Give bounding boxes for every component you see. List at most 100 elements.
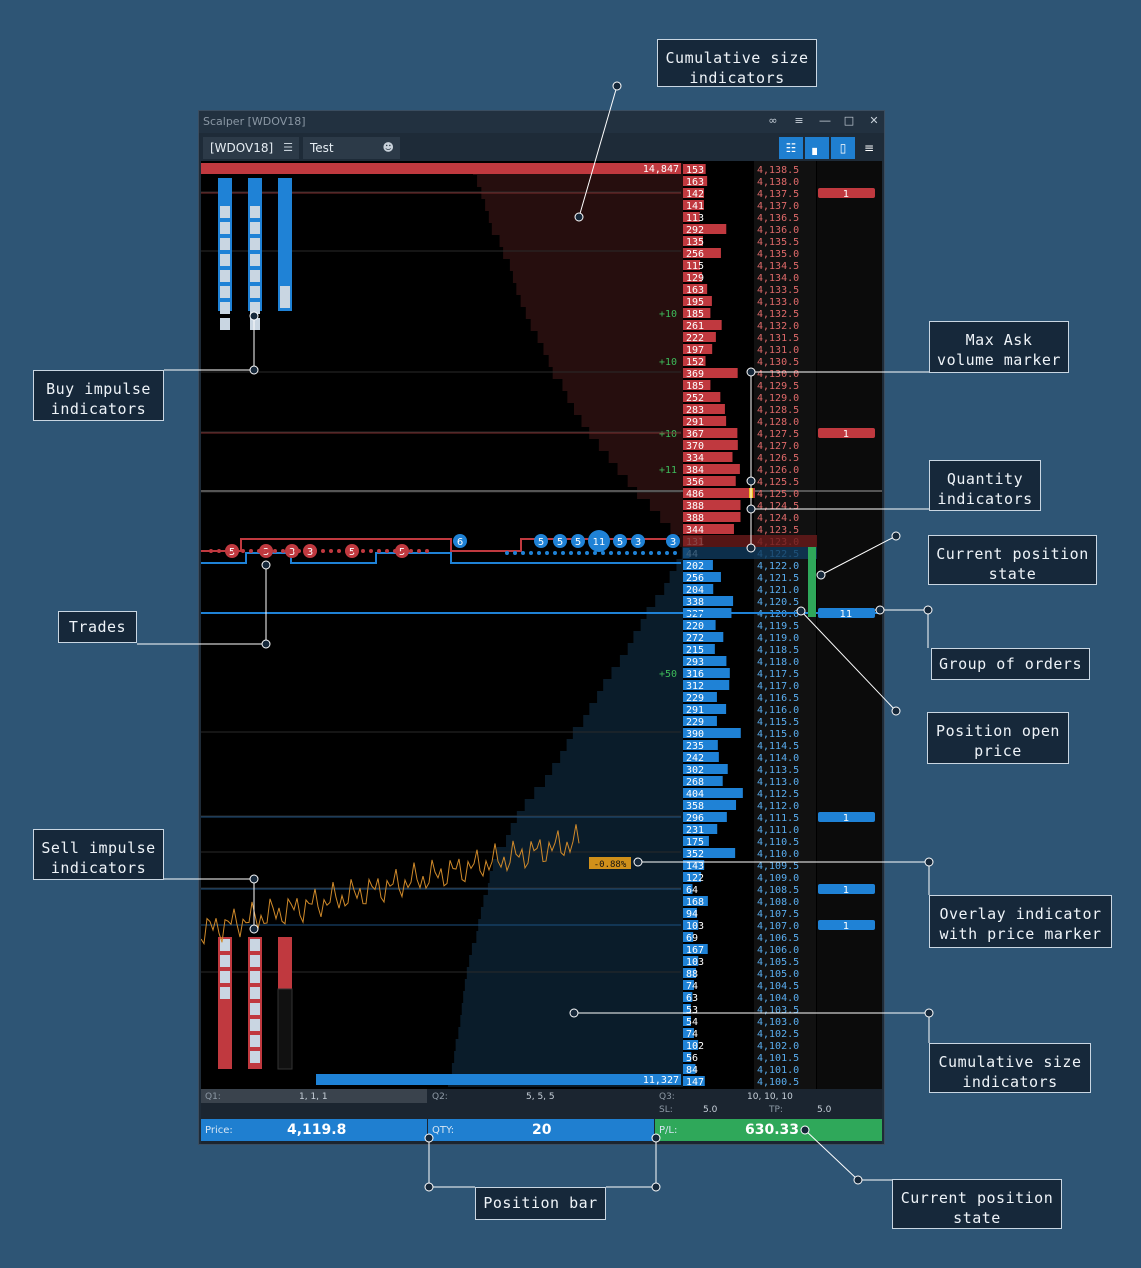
order-qty: 1: [843, 189, 849, 200]
price-label: 4,125.0: [757, 489, 799, 500]
volume-bar: [683, 800, 737, 810]
price-label: 4,119.5: [757, 621, 799, 632]
volume-label: 334: [686, 453, 704, 464]
close-icon[interactable]: ✕: [869, 114, 879, 127]
symbol-selector[interactable]: [WDOV18] ☰: [203, 137, 299, 159]
volume-label: 103: [686, 957, 704, 968]
menu-icon[interactable]: ≡: [794, 114, 804, 127]
trade-circle: [588, 530, 610, 552]
trade-dot: [233, 549, 237, 553]
volume-bar: [683, 476, 736, 486]
volume-label: 103: [686, 921, 704, 932]
price-label: 4,132.5: [757, 309, 799, 320]
maximize-icon[interactable]: □: [843, 114, 855, 127]
trade-dot: [313, 549, 317, 553]
tp-value[interactable]: 5.0: [817, 1105, 832, 1115]
volume-bar: [683, 380, 711, 390]
account-selector[interactable]: Test ☻: [303, 137, 400, 159]
volume-bar: [683, 752, 719, 762]
price-box[interactable]: Price: 4,119.8: [201, 1119, 427, 1141]
volume-bar: [683, 308, 711, 318]
price-label: 4,103.0: [757, 1017, 799, 1028]
trade-dot: [297, 549, 301, 553]
volume-bar: [683, 296, 712, 306]
volume-bar: [683, 248, 721, 258]
volume-label: 84: [686, 1065, 698, 1076]
volume-bar: [683, 728, 741, 738]
buy-impulse-cell: [250, 238, 260, 250]
volume-label: 215: [686, 645, 704, 656]
sl-value[interactable]: 5.0: [703, 1105, 718, 1115]
title-bar[interactable]: Scalper [WDOV18] ∞ ≡ ― □ ✕: [199, 111, 884, 133]
price-label: 4,109.5: [757, 861, 799, 872]
overlay-indicator-line: [201, 824, 580, 946]
callout-overlay: Overlay indicator with price marker: [929, 895, 1112, 948]
connector-dot: [923, 605, 933, 615]
trade-dot: [521, 551, 525, 555]
sell-impulse-cell: [250, 1003, 260, 1015]
price-label: 4,136.0: [757, 225, 799, 236]
pl-value: 630.33: [745, 1122, 800, 1138]
q3-preset[interactable]: Q3: 10, 10, 10: [655, 1089, 882, 1103]
user-settings-icon[interactable]: ☻: [382, 141, 394, 154]
trade-dot: [513, 551, 517, 555]
overlay-price-marker: [589, 857, 631, 869]
volume-bar: [683, 656, 727, 666]
volume-bar: [683, 896, 708, 906]
volume-label: 293: [686, 657, 704, 668]
mouse-icon[interactable]: ▯: [831, 137, 855, 159]
price-label: 4,118.5: [757, 645, 799, 656]
trade-label: 5: [229, 547, 235, 558]
delta-label: +10: [659, 357, 677, 368]
connector-dot: [651, 1182, 661, 1192]
connector-pb-right: [606, 1138, 657, 1188]
link-icon[interactable]: ∞: [768, 114, 778, 127]
list-icon[interactable]: ☰: [283, 141, 293, 154]
cumulative-bid-total: 11,327: [643, 1075, 679, 1086]
buy-impulse-cell: [250, 206, 260, 218]
q2-preset[interactable]: Q2: 5, 5, 5: [428, 1089, 654, 1103]
connector-dot: [853, 1175, 863, 1185]
trade-dot: [593, 551, 597, 555]
trade-bubble: 5: [571, 534, 585, 548]
settings-menu-icon[interactable]: ≡: [857, 137, 881, 159]
qty-box[interactable]: QTY: 20: [428, 1119, 654, 1141]
minimize-icon[interactable]: ―: [819, 114, 831, 127]
callout-position-open: Position open price: [927, 712, 1069, 764]
volume-label: 316: [686, 669, 704, 680]
volume-bar: [683, 980, 694, 990]
volume-bar: [683, 344, 713, 354]
price-label: 4,120.5: [757, 597, 799, 608]
cluster-icon[interactable]: ▖: [805, 137, 829, 159]
volume-label: 388: [686, 513, 704, 524]
volume-label: 338: [686, 597, 704, 608]
volume-label: 242: [686, 753, 704, 764]
trade-circle: [225, 544, 239, 558]
trade-dot: [393, 549, 397, 553]
pl-box[interactable]: P/L: 630.33: [655, 1119, 882, 1141]
buy-impulse-cell: [220, 254, 230, 266]
price-label: 4,122.0: [757, 561, 799, 572]
price-label: 4,109.0: [757, 873, 799, 884]
callout-cumulative-top: Cumulative size indicators: [657, 39, 817, 87]
trade-dot: [577, 551, 581, 555]
volume-label: 256: [686, 249, 704, 260]
price-label: 4,133.0: [757, 297, 799, 308]
volume-label: 142: [686, 189, 704, 200]
price-label: 4,113.5: [757, 765, 799, 776]
q1-preset[interactable]: Q1: 1, 1, 1: [201, 1089, 427, 1103]
dom-view-icon[interactable]: ☷: [779, 137, 803, 159]
volume-bar: [683, 164, 706, 174]
trade-dot: [329, 549, 333, 553]
volume-label: 197: [686, 345, 704, 356]
volume-bar: [683, 1064, 696, 1074]
dom-ladder-area[interactable]: 14,847 11,327 153 4,138.5 163 4,138.0 142 4,137…: [201, 161, 882, 1089]
volume-label: 53: [686, 1005, 698, 1016]
volume-label: 74: [686, 1029, 698, 1040]
price-label: 4,130.0: [757, 369, 799, 380]
volume-label: 113: [686, 213, 704, 224]
buy-impulse-cell: [250, 318, 260, 330]
volume-label: 302: [686, 765, 704, 776]
sell-impulse-cell: [220, 971, 230, 983]
